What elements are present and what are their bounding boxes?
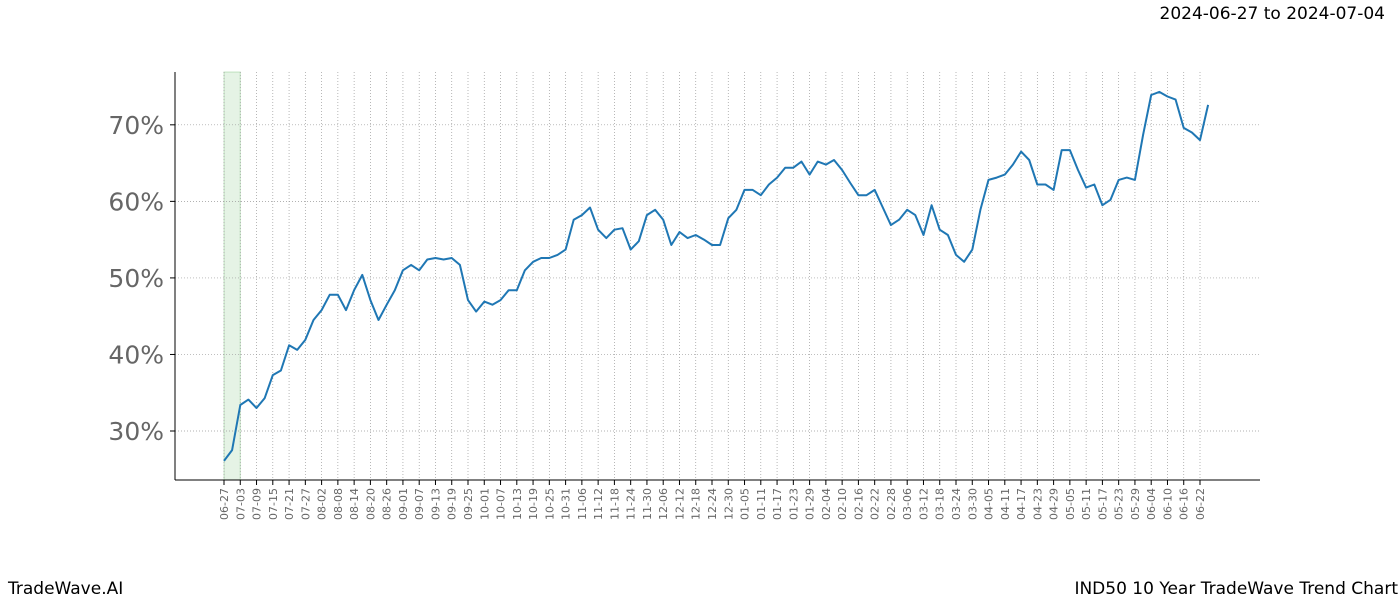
- x-tick-label: 10-19: [527, 488, 540, 520]
- x-tick-label: 12-30: [722, 488, 735, 520]
- x-tick-label: 08-08: [332, 488, 345, 520]
- x-tick-label: 11-18: [608, 488, 621, 520]
- x-tick-label: 06-27: [218, 488, 231, 520]
- x-tick-label: 02-22: [869, 488, 882, 520]
- x-tick-label: 02-28: [885, 488, 898, 520]
- x-tick-label: 08-26: [381, 488, 394, 520]
- x-tick-label: 08-20: [364, 488, 377, 520]
- x-tick-label: 05-17: [1096, 488, 1109, 520]
- x-tick-label: 07-03: [234, 488, 247, 520]
- x-tick-label: 11-30: [641, 488, 654, 520]
- y-tick-label: 50%: [108, 264, 164, 293]
- x-tick-label: 05-05: [1064, 488, 1077, 520]
- x-tick-label: 06-04: [1145, 488, 1158, 520]
- x-tick-label: 12-24: [706, 488, 719, 520]
- y-tick-label: 70%: [108, 111, 164, 140]
- x-tick-label: 04-23: [1031, 488, 1044, 520]
- x-tick-label: 10-13: [511, 488, 524, 520]
- x-tick-label: 09-19: [446, 488, 459, 520]
- x-tick-label: 03-30: [966, 488, 979, 520]
- x-tick-label: 11-24: [625, 488, 638, 520]
- x-tick-label: 03-06: [901, 488, 914, 520]
- x-tick-label: 11-06: [576, 488, 589, 520]
- x-tick-label: 01-23: [787, 488, 800, 520]
- x-tick-label: 10-25: [543, 488, 556, 520]
- x-tick-label: 05-29: [1129, 488, 1142, 520]
- x-tick-label: 06-22: [1194, 488, 1207, 520]
- x-tick-label: 06-16: [1178, 488, 1191, 520]
- x-tick-label: 05-23: [1113, 488, 1126, 520]
- x-tick-label: 07-09: [251, 488, 264, 520]
- x-tick-label: 04-17: [1015, 488, 1028, 520]
- x-tick-label: 05-11: [1080, 488, 1093, 520]
- y-tick-label: 60%: [108, 187, 164, 216]
- x-tick-label: 03-12: [917, 488, 930, 520]
- x-tick-label: 10-31: [560, 488, 573, 520]
- x-tick-label: 12-18: [690, 488, 703, 520]
- x-tick-label: 09-07: [413, 488, 426, 520]
- caption: IND50 10 Year TradeWave Trend Chart: [1074, 579, 1398, 599]
- x-tick-label: 03-24: [950, 488, 963, 520]
- x-tick-label: 08-14: [348, 488, 361, 520]
- x-tick-label: 10-07: [495, 488, 508, 520]
- x-tick-label: 04-29: [1048, 488, 1061, 520]
- x-tick-label: 09-01: [397, 488, 410, 520]
- y-tick-label: 30%: [108, 417, 164, 446]
- trend-line: [223, 90, 1210, 462]
- x-tick-label: 07-15: [267, 488, 280, 520]
- x-tick-label: 02-16: [852, 488, 865, 520]
- chart-title: 2024-06-27 to 2024-07-04: [1160, 4, 1385, 24]
- x-tick-label: 02-10: [836, 488, 849, 520]
- x-tick-label: 04-05: [983, 488, 996, 520]
- x-tick-label: 12-12: [673, 488, 686, 520]
- x-tick-label: 09-25: [462, 488, 475, 520]
- x-tick-label: 10-01: [478, 488, 491, 520]
- x-tick-label: 07-21: [283, 488, 296, 520]
- x-tick-label: 11-12: [592, 488, 605, 520]
- x-tick-label: 08-02: [316, 488, 329, 520]
- x-tick-label: 09-13: [429, 488, 442, 520]
- x-tick-label: 01-29: [804, 488, 817, 520]
- y-tick-label: 40%: [108, 340, 164, 369]
- x-tick-label: 04-11: [999, 488, 1012, 520]
- x-tick-label: 02-04: [820, 488, 833, 520]
- x-tick-label: 01-05: [739, 488, 752, 520]
- x-tick-label: 12-06: [657, 488, 670, 520]
- x-tick-label: 03-18: [934, 488, 947, 520]
- source: TradeWave.AI: [7, 579, 123, 599]
- x-tick-label: 01-11: [755, 488, 768, 520]
- x-tick-label: 01-17: [771, 488, 784, 520]
- x-tick-label: 07-27: [299, 488, 312, 520]
- x-tick-label: 06-10: [1161, 488, 1174, 520]
